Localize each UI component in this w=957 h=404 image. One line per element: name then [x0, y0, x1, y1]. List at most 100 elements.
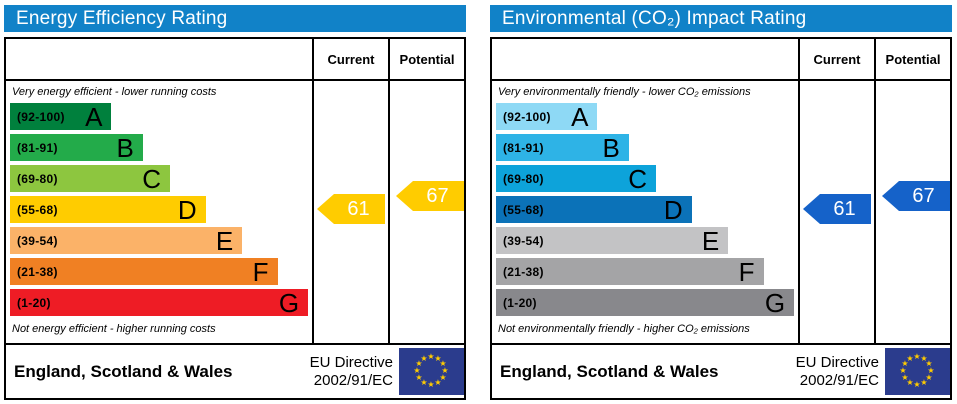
band-letter: F: [252, 256, 269, 287]
rating-body: Very energy efficient - lower running co…: [6, 81, 464, 343]
top-caption: Very energy efficient - lower running co…: [12, 86, 217, 98]
band-c: (69-80) C: [496, 163, 657, 194]
eu-star-icon: ★: [434, 378, 442, 387]
current-rating-arrow: 61: [803, 194, 871, 224]
page-title: Energy Efficiency Rating: [16, 7, 228, 29]
eu-directive-label: EU Directive 2002/91/EC: [310, 354, 393, 389]
eu-star-icon: ★: [427, 380, 435, 389]
top-caption: Very environmentally friendly - lower CO…: [498, 86, 751, 98]
bottom-caption: Not environmentally friendly - higher CO…: [498, 323, 750, 335]
band-letter: B: [116, 132, 134, 163]
eu-star-icon: ★: [913, 380, 921, 389]
eu-star-icon: ★: [415, 373, 423, 382]
rating-scale: Very environmentally friendly - lower CO…: [492, 81, 798, 343]
band-g: (1-20) G: [496, 289, 795, 316]
band-range: (21-38): [17, 264, 58, 279]
rating-table: Current Potential Very energy efficient …: [4, 37, 466, 400]
band-range: (55-68): [17, 202, 58, 217]
eu-star-icon: ★: [420, 378, 428, 387]
eu-directive-line1: EU Directive: [309, 353, 393, 371]
potential-rating-arrow: 67: [882, 181, 950, 211]
eu-directive-line1: EU Directive: [795, 353, 879, 371]
band-letter: B: [602, 132, 620, 163]
band-a: (92-100) A: [10, 101, 112, 132]
eu-star-icon: ★: [413, 366, 421, 375]
band-range: (92-100): [17, 109, 65, 124]
band-letter: G: [278, 287, 300, 318]
column-header-row: Current Potential: [492, 39, 950, 81]
panel-footer: England, Scotland & Wales EU Directive 2…: [492, 343, 950, 398]
region-label: England, Scotland & Wales: [14, 361, 233, 381]
panel-footer: England, Scotland & Wales EU Directive 2…: [6, 343, 464, 398]
band-letter: F: [738, 256, 755, 287]
band-e: (39-54) E: [496, 225, 729, 256]
eu-star-icon: ★: [927, 366, 935, 375]
header-spacer: [6, 39, 312, 79]
current-column: 61: [312, 81, 388, 343]
band-a: (92-100) A: [496, 101, 598, 132]
eu-star-icon: ★: [434, 354, 442, 363]
band-letter: C: [628, 163, 648, 194]
eu-star-icon: ★: [441, 366, 449, 375]
current-column-header: Current: [798, 39, 874, 79]
band-range: (1-20): [503, 295, 537, 310]
eu-star-icon: ★: [925, 359, 933, 368]
eu-star-icon: ★: [906, 354, 914, 363]
eu-directive-line2: 2002/91/EC: [313, 371, 393, 389]
potential-rating-arrow: 67: [396, 181, 464, 211]
eu-flag-icon: ★ ★ ★ ★ ★ ★ ★ ★ ★ ★ ★ ★: [885, 348, 950, 395]
column-header-row: Current Potential: [6, 39, 464, 81]
band-f: (21-38) F: [10, 258, 278, 285]
band-letter: D: [177, 194, 197, 225]
band-letter: A: [571, 101, 589, 132]
eu-star-icon: ★: [901, 373, 909, 382]
band-range: (39-54): [17, 233, 58, 248]
rating-scale: Very energy efficient - lower running co…: [6, 81, 312, 343]
rating-table: Current Potential Very environmentally f…: [490, 37, 952, 400]
band-letter: A: [85, 101, 103, 132]
eu-star-icon: ★: [913, 352, 921, 361]
eu-star-icon: ★: [899, 366, 907, 375]
eu-star-icon: ★: [920, 354, 928, 363]
eu-star-icon: ★: [415, 359, 423, 368]
rating-body: Very environmentally friendly - lower CO…: [492, 81, 950, 343]
page-title: Environmental (CO₂) Impact Rating: [502, 7, 807, 29]
potential-column: 67: [874, 81, 950, 343]
eu-directive-label: EU Directive 2002/91/EC: [796, 354, 879, 389]
band-letter: E: [215, 225, 234, 256]
band-f: (21-38) F: [496, 258, 764, 285]
band-range: (39-54): [503, 233, 544, 248]
eu-star-icon: ★: [439, 359, 447, 368]
band-b: (81-91) B: [10, 134, 143, 161]
band-e: (39-54) E: [10, 225, 243, 256]
eu-star-icon: ★: [901, 359, 909, 368]
region-label: England, Scotland & Wales: [500, 361, 719, 381]
band-d: (55-68) D: [496, 196, 692, 223]
band-b: (81-91) B: [496, 134, 629, 161]
band-range: (81-91): [17, 140, 58, 155]
eu-directive-line2: 2002/91/EC: [799, 371, 879, 389]
header-spacer: [492, 39, 798, 79]
current-column: 61: [798, 81, 874, 343]
environmental-impact-panel: Environmental (CO₂) Impact Rating Curren…: [490, 5, 952, 400]
eu-star-icon: ★: [439, 373, 447, 382]
band-letter: E: [701, 225, 720, 256]
eu-flag-icon: ★ ★ ★ ★ ★ ★ ★ ★ ★ ★ ★ ★: [399, 348, 464, 395]
band-range: (81-91): [503, 140, 544, 155]
band-letter: C: [142, 163, 162, 194]
current-rating-arrow: 61: [317, 194, 385, 224]
band-range: (69-80): [503, 171, 544, 186]
band-g: (1-20) G: [10, 287, 309, 318]
band-range: (1-20): [17, 295, 51, 310]
band-range: (55-68): [503, 202, 544, 217]
potential-column: 67: [388, 81, 464, 343]
bottom-caption: Not energy efficient - higher running co…: [12, 323, 216, 335]
band-range: (69-80): [17, 171, 58, 186]
band-range: (92-100): [503, 109, 551, 124]
potential-column-header: Potential: [388, 39, 464, 79]
energy-efficiency-panel: Energy Efficiency Rating Current Potenti…: [4, 5, 466, 400]
potential-column-header: Potential: [874, 39, 950, 79]
band-letter: D: [663, 194, 683, 225]
panel-title-bar: Environmental (CO₂) Impact Rating: [490, 5, 952, 32]
band-range: (21-38): [503, 264, 544, 279]
